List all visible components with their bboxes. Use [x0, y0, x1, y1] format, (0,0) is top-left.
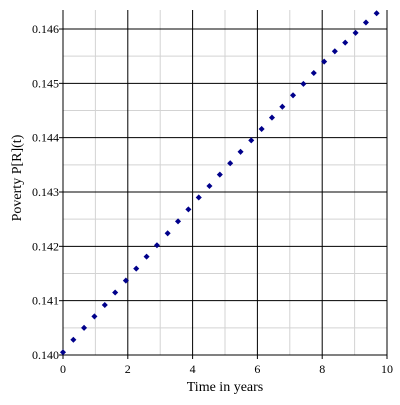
- data-point: [279, 103, 286, 110]
- y-tick-label: 0.145: [32, 76, 59, 90]
- data-point: [70, 336, 77, 343]
- data-point: [59, 349, 67, 356]
- tick-labels: 0 2 4 6 8 10 0.140 0.141 0.142 0.143 0.144 0.145 0.1…: [32, 22, 393, 376]
- data-point: [373, 10, 380, 17]
- y-tick-label: 0.141: [32, 294, 59, 308]
- data-point: [300, 80, 307, 87]
- data-point: [133, 265, 140, 272]
- data-point: [227, 160, 234, 167]
- data-point: [101, 301, 108, 309]
- y-tick-label: 0.142: [32, 239, 59, 253]
- data-point: [206, 183, 213, 190]
- y-tick-label: 0.144: [32, 131, 59, 145]
- data-point: [122, 277, 129, 284]
- x-tick-label: 2: [125, 362, 131, 376]
- data-point: [195, 194, 202, 201]
- data-point: [174, 218, 182, 225]
- x-tick-label: 0: [60, 362, 66, 376]
- data-points: [59, 10, 380, 356]
- data-point: [342, 39, 349, 46]
- data-point: [321, 58, 328, 65]
- y-tick-label: 0.143: [32, 185, 59, 199]
- axes: [59, 10, 388, 359]
- data-point: [216, 171, 223, 178]
- y-axis-label: Poverty P[R](t): [10, 134, 25, 221]
- y-tick-label: 0.146: [32, 22, 59, 36]
- x-tick-label: 8: [319, 362, 325, 376]
- x-tick-label: 4: [190, 362, 196, 376]
- data-point: [185, 206, 192, 213]
- y-tick-label: 0.140: [32, 348, 59, 362]
- data-point: [91, 313, 98, 320]
- data-point: [352, 29, 359, 36]
- x-tick-label: 6: [254, 362, 260, 376]
- data-point: [362, 19, 369, 26]
- data-point: [290, 92, 297, 99]
- data-point: [310, 69, 317, 77]
- grid: [63, 10, 388, 355]
- data-point: [268, 114, 276, 121]
- data-point: [164, 230, 171, 237]
- x-axis-label: Time in years: [187, 380, 263, 395]
- data-point: [143, 253, 150, 260]
- data-point: [153, 242, 160, 249]
- data-point: [248, 137, 255, 144]
- data-point: [112, 289, 119, 296]
- x-tick-label: 10: [381, 362, 393, 376]
- data-point: [331, 48, 338, 55]
- data-point: [237, 148, 244, 155]
- data-point: [81, 324, 88, 331]
- data-point: [258, 125, 265, 133]
